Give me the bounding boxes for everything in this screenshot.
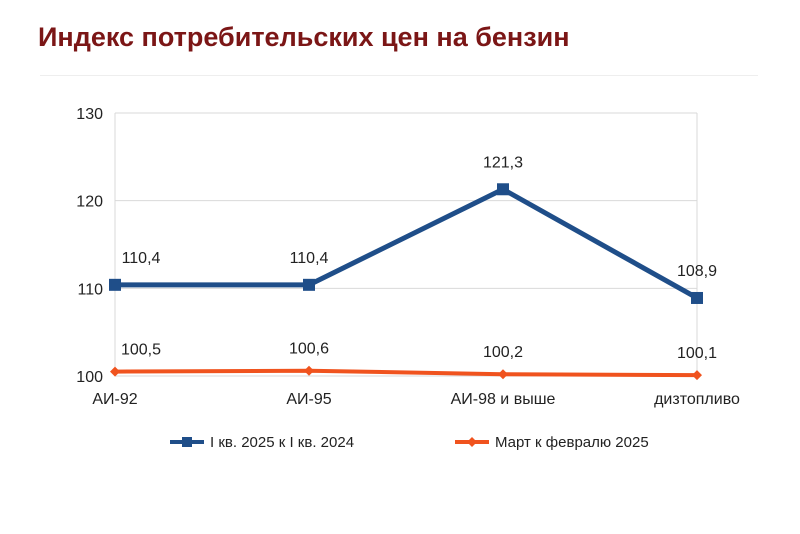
legend: I кв. 2025 к I кв. 2024 Март к февралю 20… [170,434,649,451]
data-label-s0-0: 110,4 [122,250,161,267]
data-point-s0-2 [497,183,509,196]
x-tick-label: АИ-95 [286,391,331,408]
series-layer: 110,4 110,4 121,3 108,9 100,5 100,6 100,2 100,1 [109,154,717,381]
data-point-s1-1 [304,365,314,376]
data-point-s1-3 [692,370,702,381]
series-line-1 [114,368,698,378]
data-point-s0-3 [691,291,703,304]
data-point-s0-0 [109,278,121,291]
x-tick-label: АИ-98 и выше [451,391,556,408]
legend-label-0: I кв. 2025 к I кв. 2024 [210,434,354,451]
data-label-s1-3: 100,1 [677,345,717,362]
y-tick-label: 100 [76,369,103,386]
legend-label-1: Март к февралю 2025 [495,434,649,451]
data-label-s1-2: 100,2 [483,344,523,361]
data-label-s1-0: 100,5 [121,342,161,359]
y-tick-label: 120 [76,194,103,211]
data-label-s1-1: 100,6 [289,341,329,358]
legend-swatch-marker-1 [467,437,477,447]
data-label-s0-3: 108,9 [677,263,717,280]
grid-layer [114,112,698,377]
axis-layer: 100 110 120 130 АИ-92 АИ-95 АИ-98 и выше дизтоп… [76,106,740,408]
series-line-0 [115,186,699,301]
y-tick-label: 110 [77,281,103,298]
y-tick-label: 130 [76,106,103,123]
x-tick-label: дизтопливо [654,391,740,408]
line-chart: 100 110 120 130 АИ-92 АИ-95 АИ-98 и выше дизтоп… [76,106,740,451]
legend-swatch-marker-0 [182,437,192,447]
page-title: Индекс потребительских цен на бензин [38,22,570,52]
data-point-s1-2 [498,369,508,380]
data-point-s0-1 [303,278,315,291]
data-label-s0-1: 110,4 [290,250,329,267]
chart-panel: 100 110 120 130 АИ-92 АИ-95 АИ-98 и выше дизтоп… [40,75,758,492]
x-tick-label: АИ-92 [92,391,137,408]
data-label-s0-2: 121,3 [483,154,523,171]
data-point-s1-0 [110,366,120,377]
